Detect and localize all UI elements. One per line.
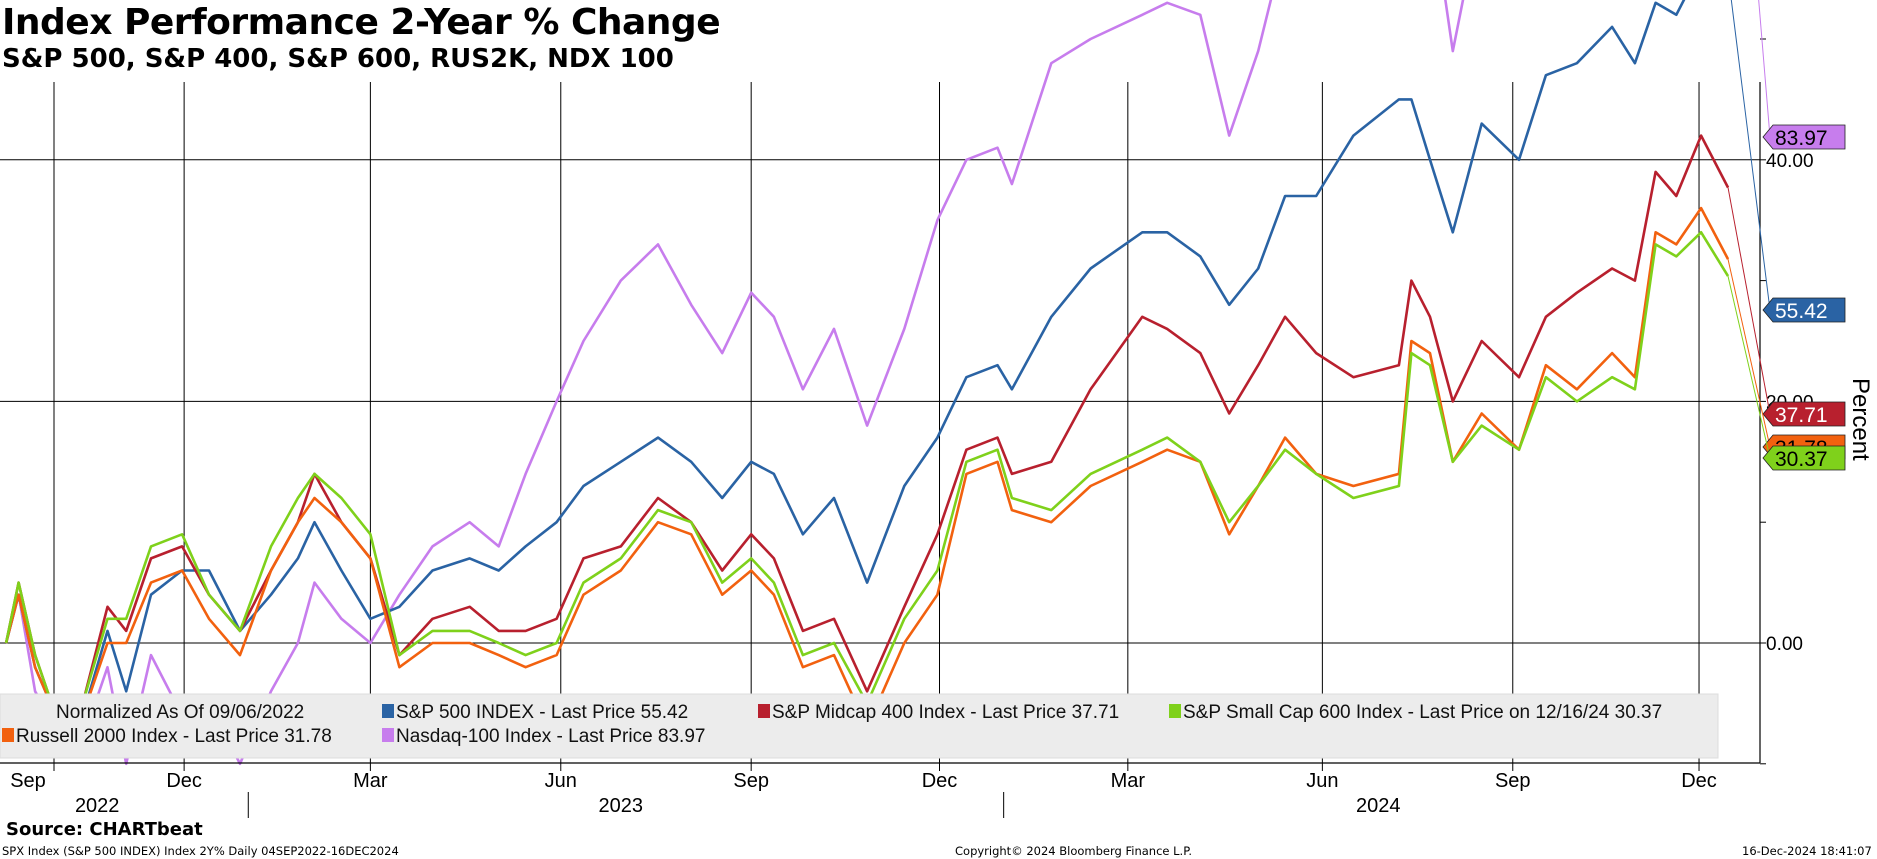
x-tick-label: Mar — [353, 770, 388, 792]
last-value-text: 55.42 — [1775, 300, 1828, 323]
copyright-text: Copyright© 2024 Bloomberg Finance L.P. — [955, 844, 1192, 858]
legend-swatch — [382, 704, 394, 718]
last-value-leader — [1727, 258, 1771, 448]
y-axis-label: Percent — [1847, 378, 1874, 461]
last-value-text: 83.97 — [1775, 127, 1828, 150]
last-value-leader — [1727, 187, 1771, 415]
last-value-leader — [1727, 276, 1771, 459]
series-line — [4, 0, 1465, 766]
x-tick-label: Jun — [545, 770, 577, 792]
chart-title: Index Performance 2-Year % Change — [2, 2, 721, 43]
timestamp-text: 16-Dec-2024 18:41:07 — [1742, 844, 1872, 858]
legend-item-text: S&P 500 INDEX - Last Price 55.42 — [396, 702, 688, 723]
legend-swatch — [758, 704, 770, 718]
last-value-flag — [1762, 445, 1846, 471]
last-value-flag — [1762, 401, 1846, 427]
legend-item-text: S&P Midcap 400 Index - Last Price 37.71 — [772, 702, 1119, 723]
last-value-text: 37.71 — [1775, 404, 1828, 427]
x-tick-label: Mar — [1111, 770, 1146, 792]
legend-item-text: Normalized As Of 09/06/2022 — [56, 702, 304, 723]
y-tick-label: 40.00 — [1766, 151, 1814, 172]
legend-item-text: Russell 2000 Index - Last Price 31.78 — [16, 726, 332, 747]
x-tick-label: Dec — [922, 770, 958, 792]
x-tick-label: Dec — [1681, 770, 1717, 792]
legend-item-text: S&P Small Cap 600 Index - Last Price on … — [1183, 702, 1662, 723]
series-lines — [4, 0, 1730, 766]
last-value-leader — [1730, 0, 1771, 311]
series-line — [4, 206, 1730, 729]
legend-box — [0, 693, 1719, 759]
year-label: 2023 — [599, 795, 644, 817]
last-value-text: 30.37 — [1775, 448, 1828, 471]
last-value-flag — [1762, 297, 1846, 323]
grid-lines — [0, 82, 1760, 763]
legend-swatch — [1169, 704, 1181, 718]
series-line — [4, 0, 1686, 717]
last-value-leader — [1758, 0, 1771, 138]
year-label: 2022 — [75, 795, 120, 817]
x-tick-label: Dec — [166, 770, 202, 792]
chart-subtitle: S&P 500, S&P 400, S&P 600, RUS2K, NDX 10… — [2, 44, 674, 74]
x-tick-label: Sep — [10, 770, 46, 792]
year-label: 2024 — [1356, 795, 1401, 817]
legend-item-text: Nasdaq-100 Index - Last Price 83.97 — [396, 726, 705, 747]
x-tick-label: Jun — [1306, 770, 1338, 792]
legend: Normalized As Of 09/06/2022 S&P 500 INDEX… — [0, 693, 1719, 759]
legend-swatch — [382, 728, 394, 742]
legend-swatch — [2, 728, 14, 742]
last-value-flag — [1762, 124, 1846, 150]
y-tick-label: 0.00 — [1766, 634, 1803, 655]
source-text: Source: CHARTbeat — [6, 819, 203, 840]
series-line — [4, 231, 1730, 717]
axes: 0.0020.0040.0060.0080.00PercentSepDecMar… — [0, 38, 1874, 818]
x-tick-label: Sep — [1495, 770, 1531, 792]
x-tick-label: Sep — [733, 770, 769, 792]
ticker-info: SPX Index (S&P 500 INDEX) Index 2Y% Dail… — [2, 844, 399, 858]
